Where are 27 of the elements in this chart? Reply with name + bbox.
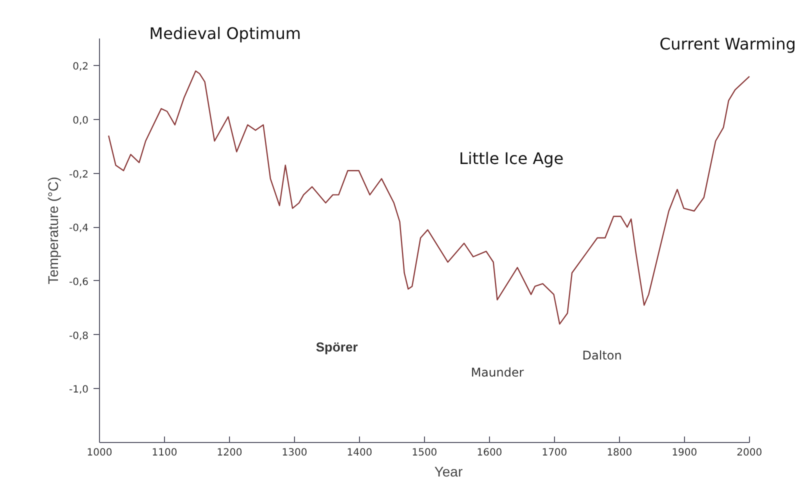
y-tick-label: -0,8 [68,330,89,342]
annotation: Little Ice Age [458,148,564,168]
x-tick-label: 1900 [672,448,698,458]
x-tick-label: 1300 [282,448,308,458]
annotation: Maunder [470,366,524,380]
annotation: Dalton [582,348,622,363]
x-tick-label: 2000 [736,448,762,458]
y-tick-label: -0,6 [68,276,89,288]
x-tick-label: 1000 [86,448,112,458]
x-tick-label: 1500 [412,448,438,458]
line-series [108,70,750,325]
x-tick-label: 1600 [476,448,502,458]
annotation: Spörer [316,340,358,355]
x-tick-label: 1700 [542,448,568,458]
x-tick-label: 1100 [152,448,178,458]
y-tick-label: -0,4 [68,223,89,234]
y-tick-label: 0,0 [72,115,89,126]
y-tick-label: 0,2 [72,62,89,73]
annotation: Current Warming [659,34,796,54]
x-tick-label: 1200 [216,448,242,458]
annotation: Medieval Optimum [149,24,301,43]
x-tick-label: 1800 [606,448,632,458]
x-axis-title: Year [434,464,463,480]
x-tick-label: 1400 [346,448,372,458]
y-tick-label: -1,0 [68,384,89,396]
y-axis-title: Temperature (°C) [44,176,61,284]
y-tick-label: -0,2 [68,169,89,180]
